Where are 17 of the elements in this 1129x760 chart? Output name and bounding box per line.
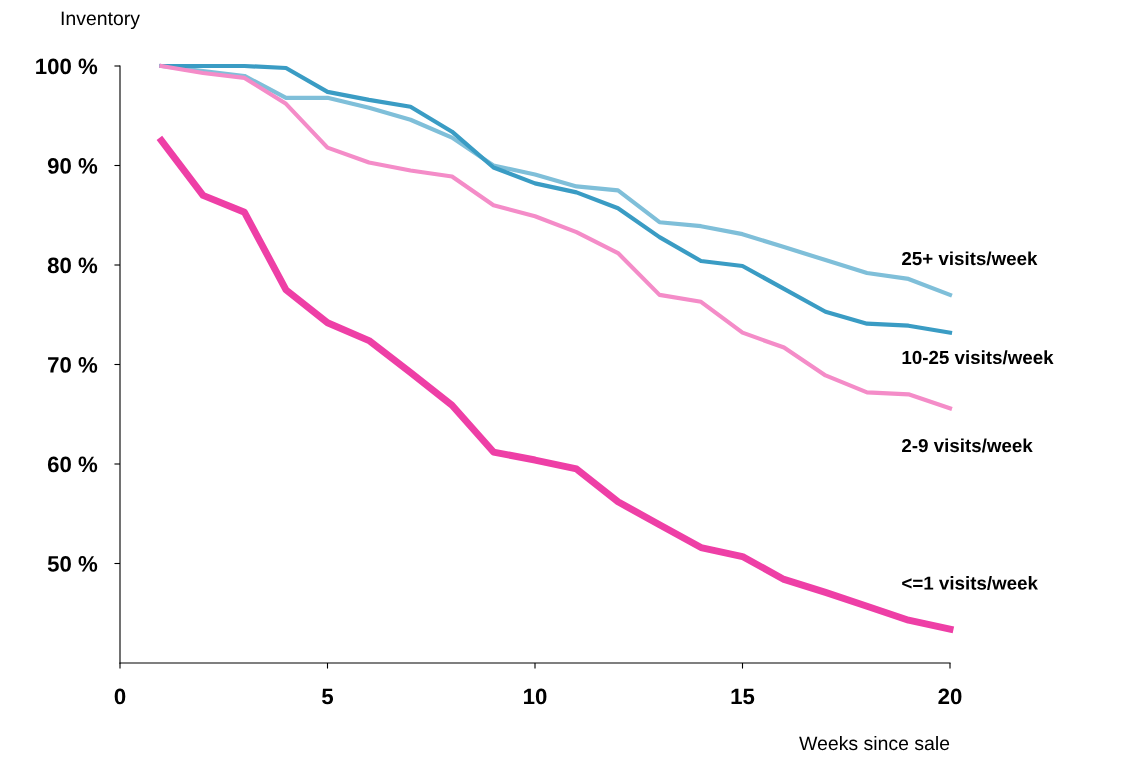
- x-tick-label: 15: [731, 688, 755, 705]
- series-label: 10-25 visits/week: [902, 350, 1054, 365]
- y-axis-title: Inventory: [61, 11, 140, 30]
- series-label: <=1 visits/week: [902, 575, 1038, 590]
- text: 2-9 visits/week: [902, 438, 1033, 453]
- y-tick-label: 70 %: [48, 357, 98, 373]
- x-tick-label: 5: [322, 688, 334, 705]
- y-tick-label: 80 %: [47, 257, 98, 274]
- y-tick-label: 60 %: [47, 456, 98, 473]
- y-tick-label: 90 %: [47, 158, 98, 174]
- y-tick-label: 100 %: [36, 58, 98, 75]
- x-axis-title: Weeks since sale: [799, 735, 950, 751]
- x-tick-label: 10: [524, 688, 547, 705]
- y-tick-label: 50 %: [47, 556, 98, 572]
- x-tick-label: 20: [938, 688, 962, 705]
- x-tick-label: 0: [114, 688, 126, 705]
- series-label: 25+ visits/week: [902, 251, 1038, 266]
